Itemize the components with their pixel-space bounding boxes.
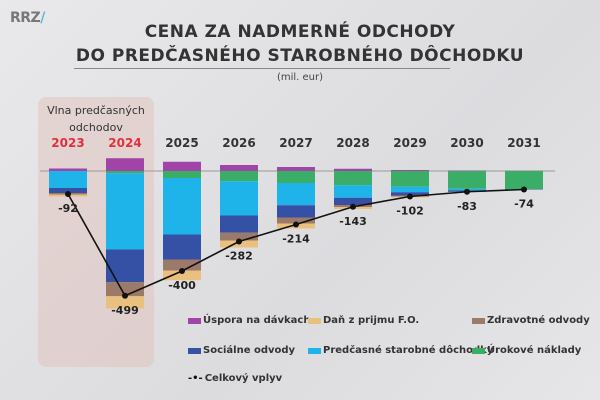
- total-label-2031: -74: [514, 198, 534, 211]
- legend-label: Sociálne odvody: [203, 345, 296, 356]
- bar-segment-2026: [220, 165, 258, 171]
- bar-segment-2027: [277, 183, 315, 206]
- bar-segment-2026: [220, 181, 258, 216]
- unit-label: (mil. eur): [276, 72, 324, 83]
- bar-segment-2027: [277, 217, 315, 224]
- total-point-2028: [350, 203, 356, 210]
- bar-segment-2024: [106, 296, 144, 309]
- total-label-2026: -282: [225, 250, 253, 263]
- bar-segment-2024: [106, 171, 144, 174]
- total-label-2028: -143: [339, 215, 367, 228]
- bar-segment-2024: [106, 158, 144, 171]
- year-label-2031: 2031: [507, 136, 540, 150]
- total-point-2025: [179, 268, 185, 274]
- legend-swatch-icon: [472, 347, 485, 354]
- legend-swatch-icon: [308, 317, 321, 324]
- legend-label: Úrokové náklady: [487, 345, 582, 356]
- bar-segment-2027: [277, 171, 315, 183]
- bar-segment-2028: [334, 197, 372, 205]
- legend-item: -•- Celkový vplyv: [188, 373, 282, 384]
- legend-swatch-icon: [472, 317, 485, 324]
- bar-segment-2024: [106, 249, 144, 283]
- legend-label: Zdravotné odvody: [487, 315, 590, 326]
- title-divider: [74, 68, 450, 69]
- bar-segment-2026: [220, 171, 258, 182]
- legend-label: Predčasné starobné dôchodky: [323, 345, 494, 356]
- bar-segment-2029: [391, 186, 429, 193]
- bar-segment-2031: [505, 171, 543, 189]
- year-label-2028: 2028: [336, 136, 369, 150]
- year-label-2027: 2027: [279, 136, 312, 150]
- legend-item: Daň z prijmu F.O.: [308, 315, 419, 326]
- year-label-2029: 2029: [393, 136, 426, 150]
- legend-swatch-icon: [308, 347, 321, 354]
- legend-label: Celkový vplyv: [204, 373, 283, 384]
- total-point-2031: [521, 186, 527, 193]
- bar-segment-2024: [106, 282, 144, 297]
- legend-item: Úrokové náklady: [472, 345, 581, 356]
- legend-item: Zdravotné odvody: [472, 315, 590, 326]
- logo-slash-icon: /: [40, 10, 45, 26]
- bar-segment-2028: [334, 168, 372, 171]
- total-label-2029: -102: [396, 205, 424, 218]
- year-label-2023: 2023: [51, 136, 84, 150]
- year-label-2025: 2025: [165, 136, 198, 150]
- total-label-2025: -400: [168, 279, 196, 292]
- logo-text: RRZ: [10, 10, 41, 26]
- total-point-2023: [65, 191, 71, 197]
- bar-segment-2029: [391, 171, 429, 187]
- bar-segment-2023: [49, 171, 87, 188]
- bar-segment-2025: [163, 161, 201, 171]
- total-label-2023: -92: [58, 202, 78, 215]
- bar-segment-2026: [220, 232, 258, 241]
- bar-segment-2029: [391, 170, 429, 171]
- bar-segment-2030: [448, 170, 486, 171]
- legend-label: Úspora na dávkach: [203, 315, 311, 326]
- bar-segment-2028: [334, 171, 372, 186]
- total-point-2030: [464, 188, 470, 195]
- bar-segment-2027: [277, 167, 315, 171]
- legend-label: Daň z prijmu F.O.: [323, 315, 420, 326]
- bar-segment-2024: [106, 173, 144, 250]
- legend-item: Úspora na dávkach: [188, 315, 310, 326]
- bar-segment-2025: [163, 171, 201, 178]
- total-point-2027: [293, 221, 299, 228]
- bar-segment-2028: [334, 185, 372, 198]
- year-label-2026: 2026: [222, 136, 255, 150]
- year-label-2030: 2030: [450, 136, 483, 150]
- legend-swatch-icon: [188, 347, 201, 354]
- year-label-2024: 2024: [108, 136, 141, 150]
- total-label-2030: -83: [457, 200, 477, 213]
- chart-title-line1: CENA ZA NADMERNÉ ODCHODY: [144, 22, 456, 42]
- bar-segment-2025: [163, 234, 201, 260]
- bar-segment-2027: [277, 205, 315, 218]
- bar-segment-2025: [163, 178, 201, 235]
- legend-swatch-icon: [188, 317, 201, 324]
- total-label-2027: -214: [282, 233, 310, 246]
- legend-swatch-icon: -•-: [188, 373, 203, 384]
- bar-segment-2030: [448, 171, 486, 189]
- total-point-2026: [236, 238, 242, 245]
- bar-segment-2023: [49, 168, 87, 171]
- logo: RRZ/: [10, 10, 45, 26]
- total-point-2029: [407, 193, 413, 200]
- legend-item: Sociálne odvody: [188, 345, 295, 356]
- bar-segment-2023: [49, 188, 87, 193]
- total-label-2024: -499: [111, 304, 139, 317]
- chart-title-line2: DO PREDČASNÉHO STAROBNÉHO DÔCHODKU: [75, 46, 525, 66]
- bar-segment-2025: [163, 270, 201, 281]
- legend-item: Predčasné starobné dôchodky: [308, 345, 493, 356]
- bar-segment-2025: [163, 259, 201, 271]
- highlight-label: Vlna predčasných odchodov: [47, 104, 145, 134]
- total-point-2024: [122, 292, 128, 299]
- bar-segment-2026: [220, 215, 258, 233]
